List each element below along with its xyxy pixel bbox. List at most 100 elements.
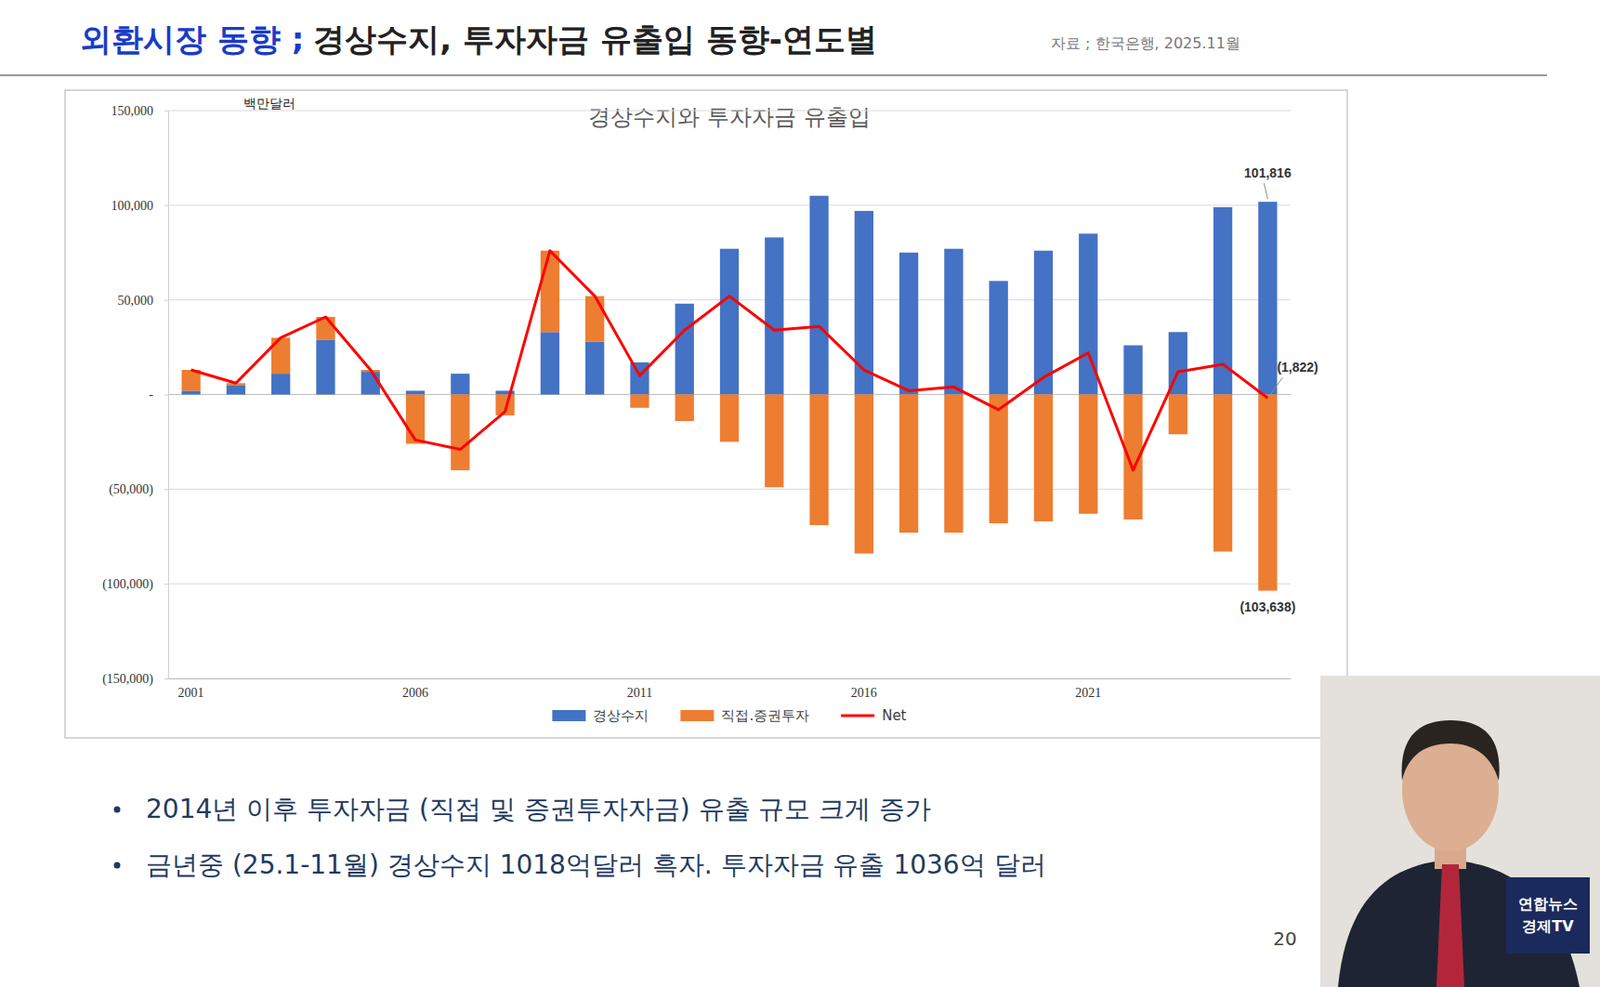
bullet-text: 금년중 (25.1-11월) 경상수지 1018억달러 흑자. 투자자금 유출 …: [145, 849, 1047, 880]
slide-title-sub: 경상수지, 투자자금 유출입 동향-연도별: [313, 20, 878, 58]
bar: [1078, 394, 1098, 514]
y-tick-mark: [164, 300, 169, 302]
legend-swatch: [551, 709, 586, 722]
bar: [720, 394, 739, 443]
x-tick-label: 2011: [627, 685, 653, 700]
x-tick-label: 2021: [1075, 685, 1102, 700]
video-background: [1320, 675, 1600, 987]
bullet-text: 2014년 이후 투자자금 (직접 및 증권투자자금) 유출 규모 크게 증가: [145, 793, 932, 825]
legend-item: Net: [840, 707, 906, 724]
legend-item: 경상수지: [551, 707, 649, 724]
bar: [809, 196, 828, 395]
bar: [1258, 394, 1277, 591]
y-tick: 150,000: [111, 104, 170, 119]
legend-label: 직접.증권투자: [721, 707, 810, 724]
slide-title-main: 외환시장 동향 ;: [79, 20, 304, 58]
grid-line: [168, 204, 1291, 206]
broadcaster-logo-box: [1506, 877, 1590, 954]
bar: [989, 394, 1009, 524]
broadcaster-logo-text: 연합뉴스: [1518, 894, 1578, 913]
bar: [406, 394, 425, 445]
y-tick-label: 150,000: [111, 104, 155, 119]
y-tick-mark: [164, 394, 169, 396]
chart-title: 경상수지와 투자자금 유출입: [588, 104, 870, 131]
slide-title: 외환시장 동향 ;경상수지, 투자자금 유출입 동향-연도별: [79, 20, 878, 58]
legend-label: Net: [881, 707, 906, 724]
bar: [540, 331, 560, 394]
bar: [899, 394, 919, 534]
y-axis-line: [168, 111, 170, 680]
y-tick-label: -: [148, 387, 154, 402]
x-tick: 2011: [627, 685, 653, 700]
x-tick: 2016: [851, 685, 878, 700]
grid-line: [168, 110, 1291, 112]
broadcaster-logo-text: 경제TV: [1521, 917, 1574, 935]
leader-line: [1263, 183, 1268, 199]
background: [0, 0, 1600, 987]
bar: [854, 394, 874, 554]
bar: [450, 373, 470, 394]
x-tick: 2006: [402, 685, 429, 700]
page-number: 20: [1272, 927, 1297, 950]
bar: [629, 394, 649, 408]
bar: [764, 394, 784, 488]
bar: [1034, 394, 1053, 522]
page: 외환시장 동향 ;경상수지, 투자자금 유출입 동향-연도별 자료 ; 한국은행,…: [0, 0, 1600, 987]
bullet-dot: [114, 806, 121, 814]
annotation: (1,822): [1276, 359, 1318, 375]
y-tick: 100,000: [111, 198, 170, 213]
presenter-hair: [1402, 720, 1500, 781]
y-tick-mark: [164, 678, 169, 680]
bar: [585, 340, 604, 394]
source: 자료 ; 한국은행, 2025.11월: [1050, 34, 1241, 53]
y-tick-mark: [164, 205, 169, 207]
x-tick-label: 2016: [851, 685, 878, 700]
bar: [1123, 345, 1142, 395]
bar: [315, 339, 335, 394]
bar: [406, 390, 425, 394]
y-tick-label: 50,000: [118, 293, 155, 308]
bar: [271, 373, 290, 394]
y-tick-mark: [164, 488, 169, 490]
y-tick-label: (50,000): [108, 482, 154, 498]
bar: [854, 210, 874, 395]
y-axis: (150,000) (100,000) (50,000) - 50,000 100,000…: [102, 104, 169, 687]
bar: [1168, 394, 1188, 435]
chart-frame: [65, 90, 1348, 738]
bar: [764, 236, 784, 394]
x-tick: 2021: [1075, 685, 1102, 700]
y-tick: 50,000: [118, 293, 170, 308]
bar: [450, 394, 470, 471]
bar: [944, 394, 963, 534]
y-tick: -: [148, 387, 169, 402]
bar: [585, 296, 604, 342]
y-tick: (150,000): [102, 671, 169, 687]
bar: [675, 303, 695, 395]
header-rule: [0, 74, 1548, 77]
y-tick: (100,000): [102, 577, 169, 592]
bar: [540, 250, 560, 333]
grid-line: [168, 488, 1291, 490]
bar: [809, 394, 828, 526]
y-unit-label: 백만달러: [243, 95, 296, 111]
annotation: 101,816: [1244, 165, 1292, 181]
grid: [168, 110, 1291, 679]
bar: [226, 384, 246, 394]
grid-line: [168, 678, 1291, 680]
y-tick-label: (100,000): [102, 577, 154, 592]
annotations: 101,816(1,822)(103,638): [1239, 165, 1318, 614]
plot-marks: [181, 196, 1277, 591]
y-tick-mark: [164, 583, 169, 585]
bar: [899, 252, 919, 395]
leader-line: [1270, 377, 1283, 394]
bar: [1258, 201, 1277, 394]
bar: [1213, 394, 1233, 552]
legend-label: 경상수지: [592, 707, 649, 724]
bar: [181, 390, 200, 394]
bar: [944, 249, 963, 395]
y-tick-mark: [164, 110, 169, 112]
bullet-dot: [114, 862, 121, 869]
net-line: [191, 250, 1269, 471]
bar: [675, 394, 695, 422]
x-axis-line: [169, 678, 1292, 680]
